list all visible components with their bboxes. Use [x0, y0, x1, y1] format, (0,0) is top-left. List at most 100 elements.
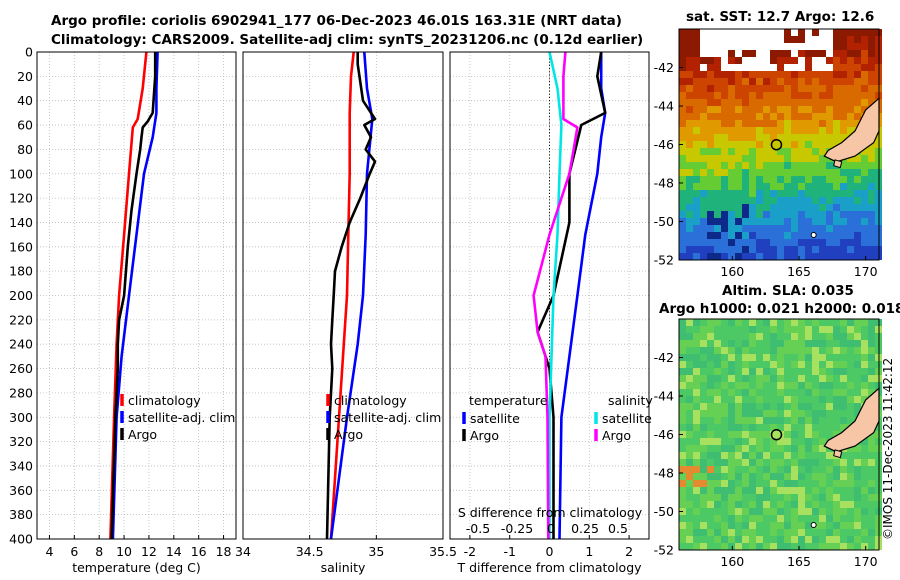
sst-map-cell — [679, 183, 686, 190]
sst-map-cell — [679, 155, 686, 162]
sla-map-cell — [693, 508, 700, 515]
sst-map-cell — [749, 225, 756, 232]
sla-map-cell — [756, 473, 763, 480]
sst-map-cell — [791, 176, 798, 183]
sst-map-cell — [686, 197, 693, 204]
sla-map-cell — [861, 536, 868, 543]
sla-map-cell — [826, 494, 833, 501]
sst-map-cell — [770, 29, 777, 36]
sst-map-cell — [798, 50, 805, 57]
sla-map-cell — [700, 473, 707, 480]
sla-map-cell — [784, 515, 791, 522]
sst-map-cell — [847, 92, 854, 99]
sst-map-cell — [784, 134, 791, 141]
sst-map-cell — [847, 120, 854, 127]
sla-map-cell — [735, 522, 742, 529]
sst-map-cell — [693, 148, 700, 155]
sla-map-cell — [777, 333, 784, 340]
sla-map-island — [833, 449, 843, 459]
sla-map-cell — [812, 501, 819, 508]
sla-map-cell — [777, 431, 784, 438]
sla-map-cell — [714, 445, 721, 452]
sla-map-cell — [742, 361, 749, 368]
sst-map-cell — [819, 225, 826, 232]
temp-legend-label: climatology — [128, 393, 201, 408]
sla-map-cell — [791, 543, 798, 550]
sst-map-cell — [756, 155, 763, 162]
sst-map-cell — [784, 176, 791, 183]
sla-map-cell — [805, 459, 812, 466]
sla-map-cell — [714, 473, 721, 480]
sst-map-cell — [693, 64, 700, 71]
sst-map-cell — [693, 85, 700, 92]
sla-map-cell — [756, 424, 763, 431]
sst-map-cell — [847, 218, 854, 225]
sla-map-cell — [714, 459, 721, 466]
sla-map-cell — [714, 389, 721, 396]
sla-map-cell — [812, 333, 819, 340]
sst-map-cell — [742, 246, 749, 253]
sla-map-cell — [791, 438, 798, 445]
sst-map-cell — [707, 71, 714, 78]
sst-map-cell — [728, 120, 735, 127]
sla-map-cell — [805, 403, 812, 410]
sst-map-cell — [721, 99, 728, 106]
sla-map-cell — [840, 508, 847, 515]
sla-map-cell — [721, 389, 728, 396]
sst-map-cell — [735, 232, 742, 239]
sla-map-cell — [700, 424, 707, 431]
sst-map-cell — [805, 204, 812, 211]
sst-map-cell — [707, 204, 714, 211]
sla-map-cell — [721, 431, 728, 438]
sla-map-cell — [756, 508, 763, 515]
sla-map-cell — [742, 431, 749, 438]
sla-map-cell — [833, 368, 840, 375]
sla-map-cell — [868, 480, 875, 487]
temp-series-argo — [110, 52, 157, 540]
sla-map-cell — [770, 452, 777, 459]
sst-map-cell — [735, 211, 742, 218]
sla-map-cell — [707, 473, 714, 480]
sst-map-cell — [714, 127, 721, 134]
sla-map-cell — [784, 361, 791, 368]
sst-map-cell — [819, 106, 826, 113]
sla-map-cell — [693, 326, 700, 333]
sst-map-cell — [686, 43, 693, 50]
sal-frame — [242, 51, 444, 540]
sla-map-cell — [784, 452, 791, 459]
sst-map-cell — [686, 120, 693, 127]
sla-map-cell — [763, 319, 770, 326]
sla-map-cell — [763, 508, 770, 515]
sla-map-cell — [791, 368, 798, 375]
sst-map-cell — [735, 155, 742, 162]
sla-map-cell — [735, 543, 742, 550]
sst-map-cell — [721, 113, 728, 120]
sla-map-cell — [686, 508, 693, 515]
sla-map-cell — [714, 361, 721, 368]
sst-map-cell — [714, 113, 721, 120]
sst-map-cell — [812, 190, 819, 197]
sst-map-cell — [714, 106, 721, 113]
sla-map-cell — [847, 333, 854, 340]
sla-map-cell — [840, 424, 847, 431]
temp-legend-label: satellite-adj. clim — [128, 410, 235, 425]
sst-map-cell — [784, 225, 791, 232]
sla-map-cell — [707, 382, 714, 389]
sla-map-cell — [861, 529, 868, 536]
sst-map-cell — [686, 218, 693, 225]
sla-map-cell — [679, 494, 686, 501]
sst-map-cell — [756, 127, 763, 134]
sla-map-cell — [812, 487, 819, 494]
sla-map-cell — [742, 368, 749, 375]
sla-map-cell — [742, 417, 749, 424]
sla-map-cell — [784, 403, 791, 410]
sla-map-cell — [868, 536, 875, 543]
sst-map-cell — [833, 246, 840, 253]
sst-map-cell — [721, 64, 728, 71]
sst-map-cell — [819, 246, 826, 253]
sla-map-cell — [826, 382, 833, 389]
sla-map-cell — [833, 466, 840, 473]
sst-map-cell — [861, 225, 868, 232]
sst-map-cell — [756, 71, 763, 78]
sla-map-cell — [714, 494, 721, 501]
